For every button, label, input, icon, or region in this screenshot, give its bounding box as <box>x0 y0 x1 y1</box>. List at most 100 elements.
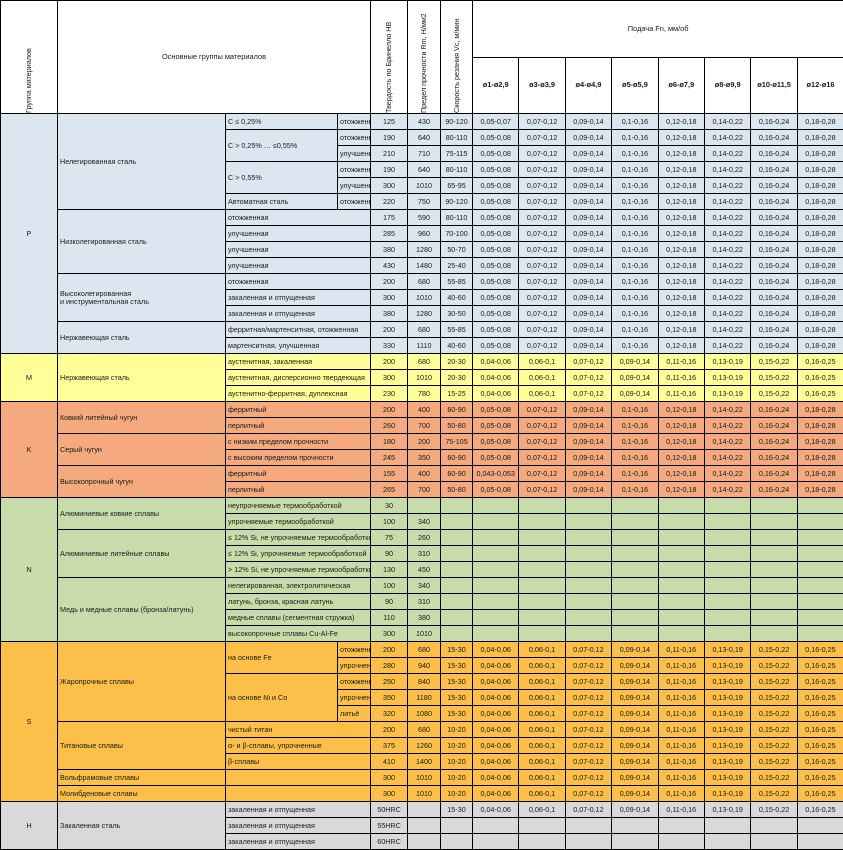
feed-value-d2: 0,07-0,12 <box>519 338 565 354</box>
cutting-speed-value: 65-95 <box>441 178 473 194</box>
feed-value-d4: 0,1-0,16 <box>612 194 658 210</box>
cutting-speed-value: 10-20 <box>441 738 473 754</box>
header-diameter-7: ø10-ø11,5 <box>751 57 797 114</box>
feed-value-d8: 0,16-0,25 <box>797 786 843 802</box>
hardness-value: 250 <box>371 674 408 690</box>
feed-value-d7 <box>751 498 797 514</box>
cutting-speed-value: 15-30 <box>441 642 473 658</box>
hardness-value: 300 <box>371 370 408 386</box>
material-name: Титановые сплавы <box>58 722 226 770</box>
header-diameter-label: ø6-ø7,9 <box>668 80 694 89</box>
feed-value-d2 <box>519 578 565 594</box>
material-subtype: C ≤ 0,25% <box>226 114 338 130</box>
material-name: Ковкий литейный чугун <box>58 402 226 434</box>
feed-value-d6: 0,13-0,19 <box>704 642 750 658</box>
feed-value-d7: 0,16-0,24 <box>751 226 797 242</box>
feed-value-d6: 0,14-0,22 <box>704 178 750 194</box>
feed-value-d5: 0,12-0,18 <box>658 338 704 354</box>
feed-value-d8: 0,16-0,25 <box>797 706 843 722</box>
hardness-value: 320 <box>371 706 408 722</box>
hardness-value: 110 <box>371 610 408 626</box>
feed-value-d3: 0,09-0,14 <box>565 210 611 226</box>
hardness-value: 130 <box>371 562 408 578</box>
table-header: Группа материалов Основные группы матери… <box>1 1 843 114</box>
tensile-strength-value: 960 <box>408 226 441 242</box>
feed-value-d7: 0,16-0,24 <box>751 114 797 130</box>
feed-value-d8: 0,16-0,25 <box>797 370 843 386</box>
tensile-strength-value: 450 <box>408 562 441 578</box>
material-subtype: отожженная <box>226 274 371 290</box>
material-name: Серый чугун <box>58 434 226 466</box>
material-subtype: на основе Ni и Co <box>226 674 338 722</box>
feed-value-d2: 0,07-0,12 <box>519 258 565 274</box>
material-condition: упрочненные <box>338 690 371 706</box>
feed-value-d7: 0,15-0,22 <box>751 722 797 738</box>
feed-value-d1: 0,04-0,06 <box>473 738 519 754</box>
feed-value-d1: 0,04-0,06 <box>473 658 519 674</box>
hardness-value: 220 <box>371 194 408 210</box>
feed-value-d5: 0,12-0,18 <box>658 322 704 338</box>
feed-value-d5: 0,11-0,16 <box>658 770 704 786</box>
feed-value-d8: 0,16-0,25 <box>797 690 843 706</box>
feed-value-d6: 0,14-0,22 <box>704 258 750 274</box>
feed-value-d7: 0,15-0,22 <box>751 642 797 658</box>
feed-value-d6: 0,14-0,22 <box>704 194 750 210</box>
feed-value-d5: 0,12-0,18 <box>658 258 704 274</box>
feed-value-d8: 0,18-0,28 <box>797 242 843 258</box>
header-cutting-speed-label: Скорость резания Vc, м/мин <box>453 1 461 113</box>
feed-value-d3: 0,09-0,14 <box>565 306 611 322</box>
hardness-value: 200 <box>371 642 408 658</box>
material-name-line: Вольфрамовые сплавы <box>60 773 139 782</box>
feed-value-d6: 0,14-0,22 <box>704 450 750 466</box>
feed-value-d7: 0,15-0,22 <box>751 386 797 402</box>
feed-value-d6 <box>704 578 750 594</box>
feed-value-d1: 0,05-0,08 <box>473 162 519 178</box>
feed-value-d4: 0,1-0,16 <box>612 418 658 434</box>
feed-value-d5 <box>658 530 704 546</box>
material-subtype: с низким пределом прочности <box>226 434 371 450</box>
feed-value-d1: 0,05-0,08 <box>473 338 519 354</box>
feed-value-d8: 0,18-0,28 <box>797 402 843 418</box>
hardness-value: 200 <box>371 402 408 418</box>
feed-value-d8: 0,18-0,28 <box>797 306 843 322</box>
feed-value-d7: 0,16-0,24 <box>751 194 797 210</box>
feed-value-d6: 0,14-0,22 <box>704 306 750 322</box>
feed-value-d8: 0,18-0,28 <box>797 338 843 354</box>
cutting-speed-value: 60-90 <box>441 402 473 418</box>
feed-value-d5: 0,12-0,18 <box>658 130 704 146</box>
feed-value-d1: 0,05-0,07 <box>473 114 519 130</box>
material-name-line: Жаропрочные сплавы <box>60 677 134 686</box>
feed-value-d4 <box>612 578 658 594</box>
feed-value-d4: 0,1-0,16 <box>612 402 658 418</box>
feed-value-d4: 0,1-0,16 <box>612 210 658 226</box>
group-letter-N: N <box>1 498 58 642</box>
feed-value-d7 <box>751 610 797 626</box>
feed-value-d5: 0,11-0,16 <box>658 738 704 754</box>
material-subtype: > 12% Si, не упрочняемые термообработкой <box>226 562 371 578</box>
feed-value-d8: 0,16-0,25 <box>797 658 843 674</box>
feed-value-d4: 0,1-0,16 <box>612 258 658 274</box>
feed-value-d4: 0,1-0,16 <box>612 466 658 482</box>
feed-value-d7: 0,16-0,24 <box>751 482 797 498</box>
feed-value-d3: 0,09-0,14 <box>565 242 611 258</box>
tensile-strength-value: 640 <box>408 162 441 178</box>
feed-value-d6: 0,13-0,19 <box>704 770 750 786</box>
feed-value-d2: 0,07-0,12 <box>519 322 565 338</box>
header-diameter-label: ø1-ø2,9 <box>483 80 509 89</box>
feed-value-d6: 0,14-0,22 <box>704 162 750 178</box>
cutting-speed-value: 70-100 <box>441 226 473 242</box>
feed-value-d3: 0,07-0,12 <box>565 786 611 802</box>
feed-value-d4: 0,1-0,16 <box>612 306 658 322</box>
feed-value-d6: 0,14-0,22 <box>704 466 750 482</box>
feed-value-d1: 0,05-0,08 <box>473 418 519 434</box>
feed-value-d6 <box>704 818 750 834</box>
feed-value-d5: 0,12-0,18 <box>658 242 704 258</box>
hardness-value: 90 <box>371 594 408 610</box>
